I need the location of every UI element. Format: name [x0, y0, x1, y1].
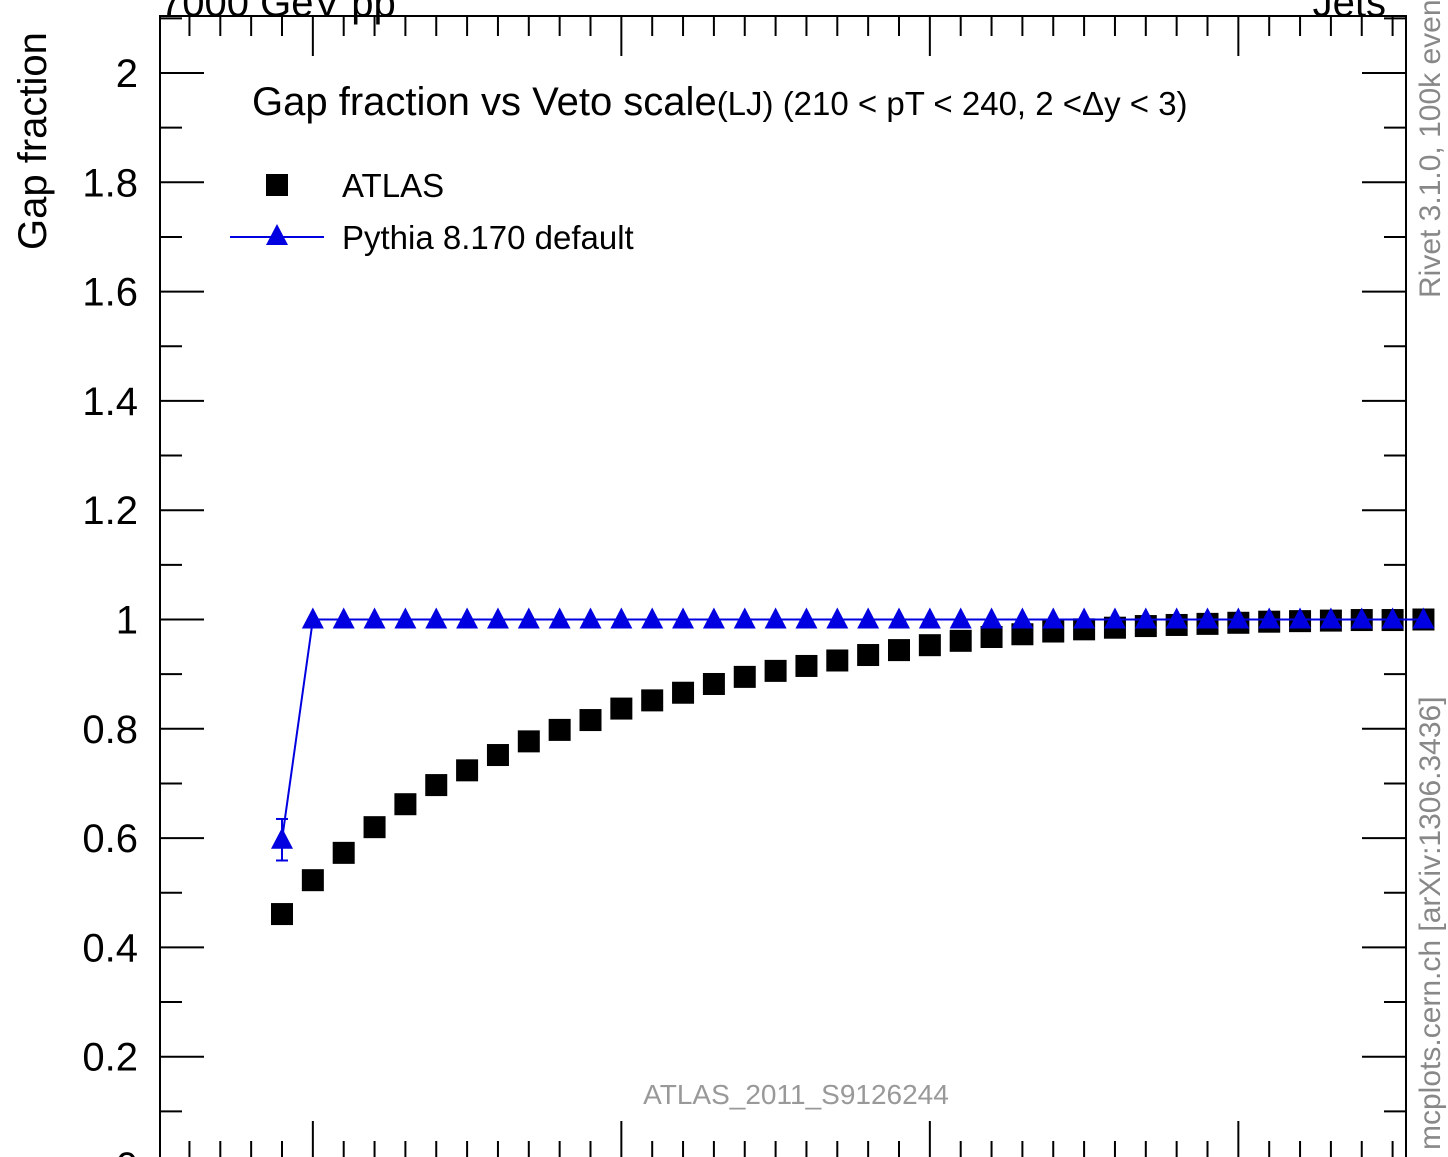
pythia-point — [1103, 607, 1126, 629]
pythia-point — [1011, 607, 1034, 629]
pythia-point — [1042, 607, 1065, 629]
y-tick-label: 0.6 — [82, 817, 138, 861]
pythia-point — [1258, 607, 1281, 629]
y-tick-label: 0 — [116, 1145, 138, 1157]
series-pythia — [271, 607, 1435, 862]
atlas-point — [888, 639, 910, 662]
pythia-point — [579, 607, 602, 629]
pythia-point — [271, 827, 293, 849]
atlas-point — [764, 659, 787, 682]
y-tick-label: 0.8 — [82, 708, 138, 752]
pythia-point — [980, 607, 1003, 629]
legend: ATLAS Pythia 8.170 default — [230, 167, 634, 256]
y-tick-label: 1 — [116, 599, 138, 643]
pythia-point — [332, 607, 355, 629]
pythia-point — [918, 607, 941, 629]
pythia-point — [1134, 607, 1157, 629]
atlas-point — [826, 649, 849, 672]
legend-atlas-marker — [266, 174, 288, 196]
y-axis-ticks — [160, 17, 1406, 1113]
pythia-point — [672, 607, 695, 629]
atlas-point — [548, 718, 571, 741]
analysis-watermark: ATLAS_2011_S9126244 — [643, 1079, 949, 1110]
pythia-point — [1227, 607, 1250, 629]
chart-title: Gap fraction vs Veto scale(LJ) (210 < pT… — [252, 80, 1188, 124]
atlas-point — [980, 625, 1003, 648]
atlas-point — [949, 629, 972, 652]
atlas-point — [394, 793, 417, 816]
atlas-point — [857, 644, 880, 667]
pythia-point — [702, 607, 725, 629]
atlas-point — [1011, 623, 1034, 646]
plot-frame — [159, 15, 1407, 1157]
pythia-point — [888, 607, 910, 629]
atlas-point — [271, 903, 293, 926]
pythia-point — [301, 607, 324, 629]
pythia-point — [363, 607, 386, 629]
pythia-point — [486, 607, 509, 629]
header-right-label: Jets — [1313, 0, 1386, 25]
y-tick-label: 1.4 — [82, 380, 138, 424]
atlas-point — [579, 709, 602, 732]
header-left-label: 7000 GeV pp — [160, 0, 396, 25]
pythia-point — [517, 607, 540, 629]
atlas-point — [425, 774, 448, 797]
y-tick-label: 1.6 — [82, 271, 138, 315]
atlas-point — [486, 744, 509, 767]
y-tick-label: 1.8 — [82, 161, 138, 205]
pythia-line — [281, 618, 1424, 840]
pythia-point — [733, 607, 756, 629]
pythia-point — [857, 607, 880, 629]
pythia-point — [425, 607, 448, 629]
pythia-point — [1073, 607, 1096, 629]
atlas-point — [363, 816, 386, 839]
pythia-point — [548, 607, 571, 629]
atlas-point — [517, 730, 540, 753]
pythia-point — [1350, 607, 1373, 629]
atlas-point — [332, 841, 355, 864]
legend-atlas-label: ATLAS — [342, 167, 444, 204]
atlas-point — [918, 634, 941, 657]
pythia-point — [1412, 607, 1435, 629]
pythia-point — [1165, 607, 1188, 629]
pythia-point — [949, 607, 972, 629]
pythia-point — [610, 607, 633, 629]
pythia-point — [1319, 607, 1342, 629]
pythia-point — [394, 607, 417, 629]
atlas-point — [610, 697, 633, 720]
legend-pythia-marker — [266, 224, 288, 245]
pythia-point — [1381, 607, 1404, 629]
y-axis-tick-labels: 0 0.2 0.4 0.6 0.8 1 1.2 1.4 1.6 1.8 2 — [82, 52, 138, 1157]
y-tick-label: 0.4 — [82, 926, 138, 970]
y-tick-label: 1.2 — [82, 489, 138, 533]
y-axis-title: Gap fraction — [11, 32, 55, 250]
atlas-point — [456, 759, 479, 782]
pythia-point — [1289, 607, 1312, 629]
chart-title-suffix: (LJ) (210 < pT < 240, 2 <Δy < 3) — [717, 85, 1188, 122]
pythia-point — [764, 607, 787, 629]
atlas-point — [733, 665, 756, 688]
mcplots-reference-label: mcplots.cern.ch [arXiv:1306.3436] — [1414, 696, 1447, 1150]
y-tick-label: 0.2 — [82, 1036, 138, 1080]
series-atlas — [271, 608, 1435, 926]
x-axis-ticks — [188, 16, 1394, 1157]
pythia-point — [826, 607, 849, 629]
y-tick-label: 2 — [116, 52, 138, 96]
atlas-point — [301, 869, 324, 892]
chart-title-main: Gap fraction vs Veto scale — [252, 80, 717, 124]
pythia-point — [1196, 607, 1219, 629]
pythia-point — [456, 607, 479, 629]
rivet-version-label: Rivet 3.1.0, 100k events — [1414, 0, 1447, 298]
atlas-point — [641, 689, 664, 712]
atlas-point — [702, 672, 725, 695]
pythia-point — [641, 607, 664, 629]
pythia-point — [795, 607, 818, 629]
atlas-point — [672, 681, 695, 704]
atlas-point — [795, 654, 818, 677]
legend-pythia-label: Pythia 8.170 default — [342, 219, 634, 256]
